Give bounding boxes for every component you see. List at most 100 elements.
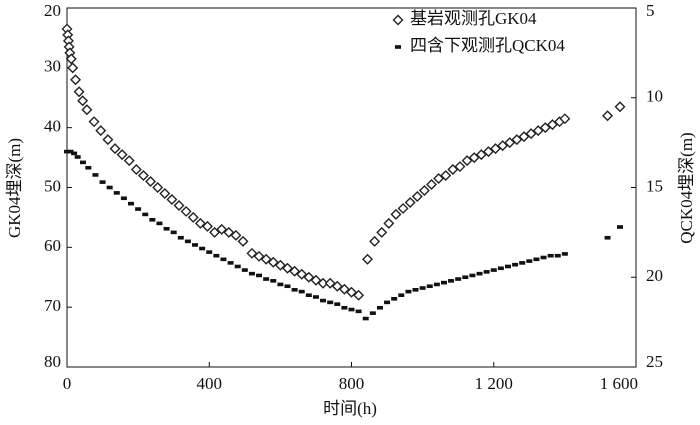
y2-tick-label: 10	[646, 87, 663, 106]
y-tick-label: 60	[44, 236, 61, 255]
x-tick-label: 1 200	[475, 374, 513, 393]
point	[220, 257, 227, 262]
point	[433, 282, 440, 287]
point	[616, 225, 623, 229]
point	[468, 152, 480, 164]
point	[70, 74, 82, 86]
point	[346, 286, 357, 298]
point	[554, 253, 561, 258]
point	[95, 125, 107, 137]
y-tick-label: 70	[44, 296, 61, 315]
point	[106, 185, 113, 190]
point	[80, 160, 87, 165]
y2-axis-title: QCK04埋深(m)	[677, 132, 696, 243]
point	[404, 196, 416, 208]
point	[476, 271, 483, 276]
point	[362, 253, 373, 265]
point	[213, 253, 220, 258]
point	[184, 239, 191, 244]
point	[532, 125, 544, 137]
point	[277, 282, 284, 287]
point	[448, 279, 455, 283]
point	[187, 211, 199, 223]
y-tick-label: 30	[44, 57, 61, 76]
point	[267, 256, 279, 268]
point	[376, 305, 383, 310]
point	[497, 266, 504, 271]
point	[170, 230, 177, 235]
point	[85, 165, 92, 170]
y2-tick-label: 20	[646, 266, 663, 285]
point	[263, 277, 270, 281]
point	[142, 212, 149, 217]
y-tick-label: 50	[44, 176, 61, 195]
point	[194, 217, 206, 229]
point	[241, 268, 248, 272]
point	[547, 253, 554, 258]
point	[281, 262, 293, 274]
y-tick-label: 80	[44, 352, 61, 371]
legend-marker	[392, 14, 404, 26]
point	[455, 277, 462, 281]
y2-tick-label: 25	[646, 352, 663, 371]
point	[384, 300, 391, 305]
x-tick-label: 0	[63, 374, 72, 393]
point	[614, 101, 626, 113]
point	[533, 257, 540, 262]
point	[412, 288, 419, 292]
point	[256, 273, 263, 278]
y-tick-label: 20	[44, 1, 61, 20]
point	[561, 252, 568, 256]
point	[390, 208, 402, 220]
point	[440, 170, 452, 182]
point	[454, 161, 466, 173]
x-tick-label: 1 600	[600, 374, 638, 393]
x-axis-title: 时间(h)	[323, 399, 377, 418]
point	[113, 191, 120, 195]
point	[223, 226, 235, 238]
point	[216, 223, 228, 235]
point	[376, 226, 388, 238]
point	[490, 143, 502, 155]
point	[397, 202, 409, 214]
point	[145, 176, 157, 188]
point	[341, 305, 348, 310]
point	[192, 243, 199, 247]
point	[156, 221, 163, 226]
point	[248, 271, 255, 276]
point	[260, 253, 272, 265]
point	[74, 155, 81, 159]
y-tick-label: 40	[44, 117, 61, 136]
point	[525, 128, 537, 140]
point	[331, 280, 343, 292]
point	[447, 164, 459, 176]
point	[65, 53, 77, 65]
point	[411, 190, 423, 202]
point	[355, 309, 362, 314]
point	[512, 262, 519, 267]
point	[73, 86, 85, 98]
point	[71, 151, 78, 156]
point	[289, 265, 301, 277]
point	[383, 217, 395, 229]
x-tick-label: 400	[197, 374, 223, 393]
point	[102, 134, 114, 146]
point	[137, 170, 149, 182]
point	[109, 143, 121, 155]
point	[526, 259, 533, 263]
point	[504, 137, 516, 149]
point	[77, 95, 89, 107]
point	[604, 235, 611, 240]
x-tick-label: 800	[339, 374, 365, 393]
point	[296, 268, 308, 280]
point	[180, 205, 192, 217]
legend-marker	[395, 45, 401, 49]
point	[461, 155, 473, 167]
point	[546, 119, 558, 131]
point	[230, 229, 242, 241]
point	[327, 300, 334, 305]
point	[483, 270, 490, 274]
point	[152, 182, 164, 193]
point	[369, 311, 376, 315]
point	[274, 259, 286, 271]
